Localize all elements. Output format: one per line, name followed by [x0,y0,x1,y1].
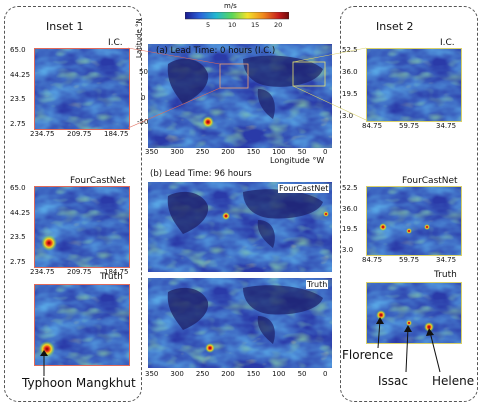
typhoon-mangkhut-label: Typhoon Mangkhut [22,376,136,390]
inset2-y-tick-0-1: 36.0 [342,68,358,76]
colorbar-unit: m/s [224,2,237,10]
a-lon-tick-100: 100 [272,148,286,156]
colorbar-tick-20: 20 [274,21,283,29]
a-lon-tick-250: 250 [195,148,210,156]
inset2-y-tick-0-2: 19.5 [342,90,358,98]
a-lon-tick-350: 350 [145,148,159,156]
inset-2-fourcastnet-label: FourCastNet [402,176,458,186]
inset2-x-tick-0-0: 84.75 [362,122,383,130]
inset-2-panel [340,6,478,402]
a-lon-tick-150: 150 [246,148,261,156]
inset-1-panel [4,6,142,402]
global-map-fourcastnet [148,182,332,272]
lat-tick-50: 50 [139,68,148,76]
b-lon-tick-200: 200 [221,370,235,378]
colorbar-tick-10: 10 [228,21,237,29]
center-truth-label: Truth [306,280,329,289]
inset-1-ic-label: I.C. [108,38,123,48]
inset-1-title: Inset 1 [46,20,84,33]
b-lon-tick-300: 300 [170,370,184,378]
inset-1-map-truth [34,284,130,366]
inset2-x-tick-1-1: 59.75 [399,256,420,264]
storm-arrows [376,317,441,373]
inset1-y-tick-0-2: 23.5 [10,95,26,104]
global-map-initial-condition [148,44,332,148]
inset1-y-tick-1-2: 23.5 [10,233,26,242]
lat-tick-0: 0 [141,94,146,102]
inset1-x-tick-0-0: 234.75 [30,130,55,138]
inset1-y-tick-0-1: 44.25 [10,70,31,79]
inset1-y-tick-0-3: 2.75 [10,120,26,128]
lat-tick-minus-50: -50 [137,118,149,126]
inset-1-map-fourcastnet [34,186,130,268]
inset1-x-tick-1-0: 234.75 [30,268,55,276]
inset-2-title: Inset 2 [376,20,414,33]
a-lon-tick-200: 200 [221,148,235,156]
panel-a-title: (a) Lead Time: 0 hours (I.C.) [156,46,276,56]
inset2-y-tick-0-0: 52.5 [342,46,358,54]
global-map-truth [148,278,332,368]
inset-2-map-fourcastnet [366,186,462,256]
inset-1-truth-label: Truth [100,272,123,282]
b-lon-tick-50: 50 [297,370,307,378]
inset2-y-tick-1-1: 36.0 [342,204,358,213]
inset2-y-tick-1-3: 3.0 [342,246,354,254]
inset1-y-tick-0-0: 65.0 [10,46,26,54]
inset2-x-tick-1-0: 84.75 [362,256,383,264]
colorbar-tick-5: 5 [206,21,211,29]
inset2-y-tick-0-3: 3.0 [342,112,354,120]
inset-2-ic-label: I.C. [440,38,455,48]
inset-2-map-truth [366,282,462,344]
issac-label: Issac [378,374,408,388]
inset1-x-tick-1-1: 209.75 [67,268,92,276]
inset-2-map-ic [366,48,462,122]
inset2-y-tick-1-0: 52.5 [342,184,358,192]
inset1-x-tick-1-2: 184.75 [104,268,129,276]
colorbar-tick-15: 15 [251,21,260,29]
b-lon-tick-250: 250 [195,370,210,378]
inset-2-truth-label: Truth [434,270,457,280]
inset1-x-tick-0-2: 184.75 [104,130,129,138]
a-lon-tick-300: 300 [170,148,184,156]
b-lon-tick-350: 350 [145,370,159,378]
b-lon-tick-0: 0 [323,370,328,378]
typhoon-mangkhut-arrow [40,350,48,376]
inset2-x-tick-0-1: 59.75 [399,122,420,130]
b-lon-tick-150: 150 [246,370,261,378]
inset2-y-tick-1-2: 19.5 [342,225,358,234]
inset1-y-tick-1-3: 2.75 [10,258,26,266]
center-fourcastnet-label: FourCastNet [278,184,330,193]
helene-label: Helene [432,374,475,388]
inset-1-map-ic [34,48,130,130]
florence-label: Florence [342,348,394,362]
inset2-x-tick-1-2: 34.75 [436,256,457,264]
inset2-x-tick-0-2: 34.75 [436,122,457,130]
inset1-x-tick-0-1: 209.75 [67,130,92,138]
panel-b-title: (b) Lead Time: 96 hours [150,169,252,179]
b-lon-tick-100: 100 [272,370,286,378]
inset1-y-tick-1-0: 65.0 [10,184,26,192]
a-lon-tick-0: 0 [323,148,328,156]
a-lon-tick-50: 50 [297,148,307,156]
longitude-axis-label: Longitude °W [270,156,325,165]
inset-1-fourcastnet-label: FourCastNet [70,176,126,186]
colorbar [185,12,289,20]
inset1-y-tick-1-1: 44.25 [10,208,31,217]
